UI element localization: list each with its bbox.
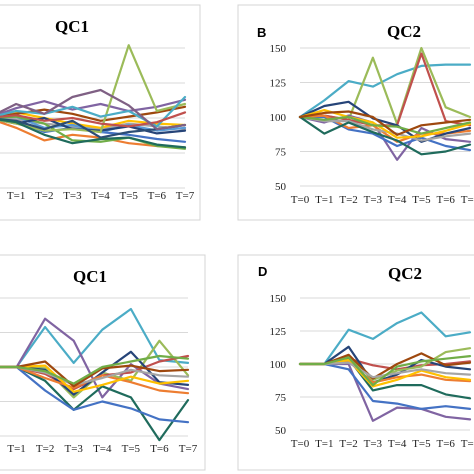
x-tick-label: T=6 [436, 194, 455, 206]
x-tick-label: T=1 [315, 194, 333, 206]
series-line-6 [298, 114, 472, 143]
series-line-12 [298, 110, 472, 136]
panel-c-title: QC1 [73, 267, 107, 286]
series-line-15 [0, 88, 187, 131]
series-line-13 [0, 111, 187, 128]
x-tick-label: T=7 [179, 443, 198, 455]
y-tick-label: 75 [275, 392, 287, 404]
panel-a-frame [0, 4, 201, 221]
panel-d-frame [237, 254, 474, 471]
x-tick-label: T=2 [36, 443, 54, 455]
x-tick-label: T=5 [412, 194, 431, 206]
x-tick-label: T=1 [315, 438, 333, 450]
x-tick-label: T=4 [388, 438, 407, 450]
series-line-7 [298, 100, 472, 143]
y-tick-label: 100 [270, 112, 287, 124]
x-tick-label: T=7 [176, 190, 195, 202]
series-line-5 [298, 345, 472, 384]
x-tick-label: T=3 [364, 194, 383, 206]
x-tick-label: T=5 [412, 438, 431, 450]
x-tick-label: T=4 [388, 194, 407, 206]
series-line-9 [0, 98, 187, 115]
x-tick-label: T=1 [7, 190, 25, 202]
series-line-1 [298, 311, 472, 366]
series-line-1 [298, 63, 472, 119]
panel-c-frame [0, 254, 206, 471]
panel-d-title: QC2 [388, 264, 422, 283]
y-tick-label: 125 [270, 78, 287, 90]
series-line-8 [0, 105, 187, 122]
panel-d: 50 75 100 125 150 T=0 T=1 T=2 T=3 T=4 T=5 T=6 T=7 QC2… [237, 254, 474, 471]
panel-b-title: QC2 [387, 22, 421, 41]
x-tick-label: T=3 [64, 443, 83, 455]
x-tick-label: T=0 [291, 438, 310, 450]
x-tick-label: T=6 [436, 438, 455, 450]
panel-b: 50 75 100 125 150 T=0 T=1 T=2 T=3 T=4 T=5 T=6 T=7 QC2… [237, 4, 474, 221]
series-line-11 [0, 360, 190, 388]
series-line-7 [0, 365, 190, 424]
x-tick-label: T=4 [91, 190, 110, 202]
x-tick-label: T=4 [93, 443, 112, 455]
x-tick-label: T=7 [461, 438, 474, 450]
series-line-12 [0, 118, 187, 139]
y-tick-label: 75 [275, 147, 287, 159]
panel-d-letter: D [258, 264, 267, 279]
series-line-12 [298, 355, 472, 387]
x-tick-label: T=5 [119, 190, 138, 202]
x-tick-label: T=7 [461, 194, 474, 206]
x-tick-label: T=3 [63, 190, 82, 202]
x-tick-label: T=5 [122, 443, 141, 455]
y-tick-label: 100 [270, 359, 287, 371]
y-tick-label: 150 [270, 293, 287, 305]
x-tick-label: T=6 [148, 190, 167, 202]
x-tick-label: T=1 [7, 443, 25, 455]
series-line-9 [298, 108, 472, 139]
panel-b-frame [237, 4, 474, 221]
series-line-8 [298, 115, 472, 142]
y-tick-label: 125 [270, 326, 287, 338]
x-tick-label: T=6 [150, 443, 169, 455]
x-tick-label: T=2 [339, 438, 357, 450]
series-line-14 [0, 118, 187, 149]
series-line-1 [0, 307, 190, 369]
panel-b-letter: B [257, 25, 266, 40]
y-tick-label: 50 [275, 181, 287, 193]
panel-a-title: QC1 [55, 17, 89, 36]
x-tick-label: T=3 [364, 438, 383, 450]
series-line-2 [0, 317, 190, 399]
x-tick-label: T=2 [339, 194, 357, 206]
x-tick-label: T=2 [35, 190, 53, 202]
series-line-11 [298, 115, 472, 156]
series-line-12 [0, 354, 190, 385]
y-tick-label: 150 [270, 43, 287, 55]
y-tick-label: 50 [275, 425, 287, 437]
x-tick-label: T=0 [291, 194, 310, 206]
